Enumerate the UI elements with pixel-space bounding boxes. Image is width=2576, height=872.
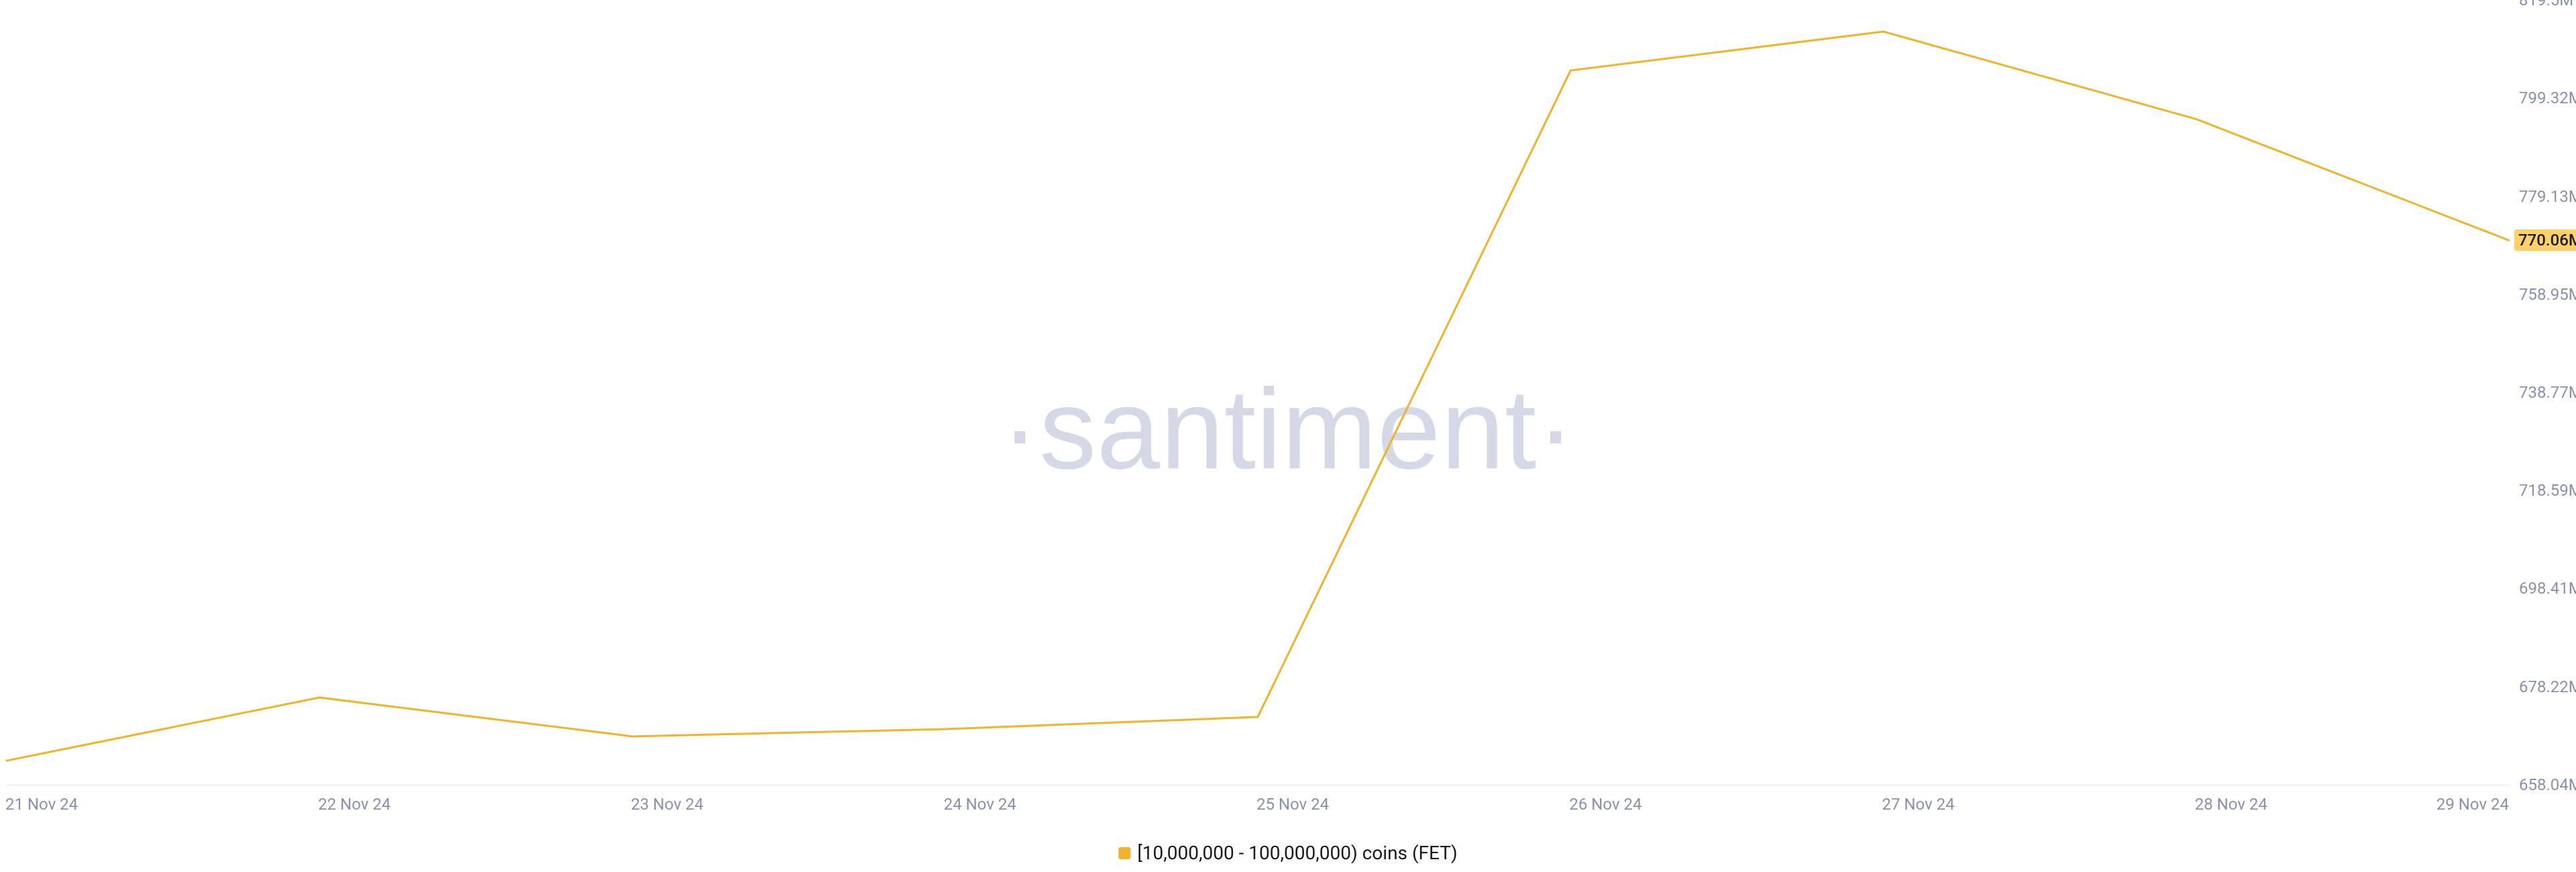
legend-label: [10,000,000 - 100,000,000) coins (FET) [1137,842,1457,864]
y-tick-label: 698.41M [2519,579,2576,598]
legend-swatch [1118,847,1130,859]
y-tick-label: 758.95M [2519,285,2576,304]
y-tick-label: 718.59M [2519,481,2576,500]
x-tick-label: 22 Nov 24 [318,795,390,814]
current-value-badge: 770.06M [2514,229,2576,251]
x-tick-label: 23 Nov 24 [631,795,704,814]
y-tick-label: 658.04M [2519,775,2576,794]
y-tick-label: 819.5M [2519,0,2573,9]
y-tick-label: 678.22M [2519,677,2576,696]
y-tick-label: 738.77M [2519,383,2576,402]
line-chart-svg [0,0,2576,872]
chart-container: ·santiment· 21 Nov 2422 Nov 2423 Nov 242… [0,0,2576,872]
x-tick-label: 26 Nov 24 [1569,795,1642,814]
x-tick-label: 24 Nov 24 [944,795,1016,814]
legend: [10,000,000 - 100,000,000) coins (FET) [1118,842,1457,864]
x-tick-label: 29 Nov 24 [2436,795,2509,814]
x-tick-label: 25 Nov 24 [1256,795,1329,814]
x-tick-label: 21 Nov 24 [5,795,78,814]
y-tick-label: 779.13M [2519,187,2576,206]
series-line [7,32,2509,761]
y-tick-label: 799.32M [2519,89,2576,107]
x-tick-label: 28 Nov 24 [2195,795,2267,814]
x-tick-label: 27 Nov 24 [1882,795,1955,814]
